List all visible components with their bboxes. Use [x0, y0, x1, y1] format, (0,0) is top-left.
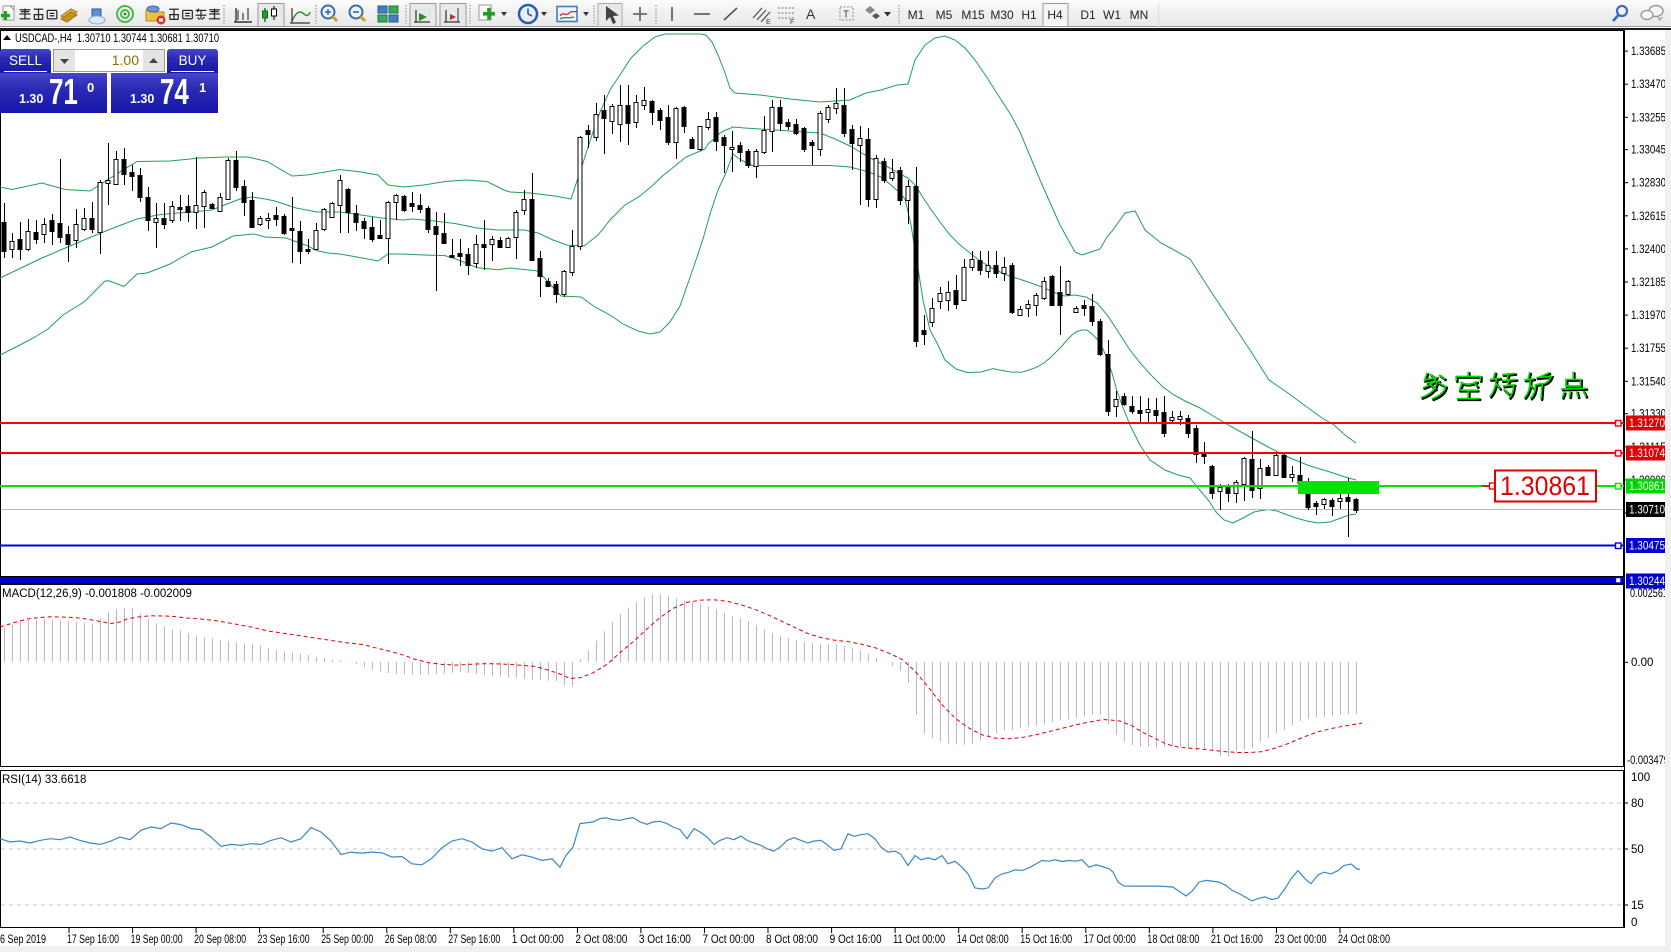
svg-text:100: 100 [1631, 772, 1650, 784]
svg-text:0: 0 [1631, 917, 1637, 929]
svg-text:25 Sep 00:00: 25 Sep 00:00 [321, 934, 373, 946]
svg-text:1.30861: 1.30861 [1500, 471, 1590, 501]
svg-text:17 Sep 16:00: 17 Sep 16:00 [67, 934, 119, 946]
svg-text:7 Oct 00:00: 7 Oct 00:00 [703, 934, 755, 946]
svg-text:A: A [806, 6, 816, 22]
svg-text:H4: H4 [1047, 8, 1063, 22]
svg-text:MN: MN [1130, 8, 1149, 22]
svg-text:1.32400: 1.32400 [1631, 244, 1666, 256]
svg-text:2 Oct 08:00: 2 Oct 08:00 [575, 934, 627, 946]
svg-text:M30: M30 [990, 8, 1014, 22]
svg-text:MACD(12,26,9) -0.001808 -0.002: MACD(12,26,9) -0.001808 -0.002009 [2, 588, 192, 600]
svg-text:-0.003479: -0.003479 [1627, 755, 1669, 767]
svg-text:1 Oct 00:00: 1 Oct 00:00 [512, 934, 564, 946]
svg-text:9 Oct 16:00: 9 Oct 16:00 [830, 934, 882, 946]
svg-text:15: 15 [1631, 900, 1644, 912]
svg-text:0.002561: 0.002561 [1630, 588, 1668, 600]
svg-text:20 Sep 08:00: 20 Sep 08:00 [194, 934, 246, 946]
svg-text:27 Sep 16:00: 27 Sep 16:00 [448, 934, 500, 946]
svg-text:F: F [790, 19, 794, 26]
svg-text:USDCAD-,H4 1.30710 1.30744 1.: USDCAD-,H4 1.30710 1.30744 1.30681 1.307… [15, 31, 219, 45]
svg-text:23 Oct 00:00: 23 Oct 00:00 [1275, 934, 1327, 946]
svg-text:1.31074: 1.31074 [1629, 448, 1666, 460]
svg-text:1.30861: 1.30861 [1629, 481, 1665, 493]
svg-text:1.31540: 1.31540 [1631, 376, 1666, 388]
svg-text:1.31270: 1.31270 [1629, 418, 1665, 430]
svg-text:1.31970: 1.31970 [1631, 310, 1666, 322]
svg-text:1.33470: 1.33470 [1631, 79, 1666, 91]
svg-text:1.32830: 1.32830 [1631, 178, 1666, 190]
svg-text:18 Oct 08:00: 18 Oct 08:00 [1147, 934, 1199, 946]
svg-text:26 Sep 08:00: 26 Sep 08:00 [385, 934, 437, 946]
svg-text:E: E [766, 19, 771, 26]
svg-text:1.31755: 1.31755 [1631, 343, 1666, 355]
svg-text:1.33255: 1.33255 [1631, 112, 1666, 124]
svg-text:T: T [843, 10, 849, 21]
svg-text:21 Oct 16:00: 21 Oct 16:00 [1211, 934, 1263, 946]
svg-text:19 Sep 00:00: 19 Sep 00:00 [131, 934, 183, 946]
svg-text:17 Oct 00:00: 17 Oct 00:00 [1084, 934, 1136, 946]
svg-text:M1: M1 [908, 8, 925, 22]
svg-text:M15: M15 [961, 8, 985, 22]
svg-text:1.32615: 1.32615 [1631, 211, 1666, 223]
svg-text:1.33045: 1.33045 [1631, 145, 1666, 157]
svg-text:1.30244: 1.30244 [1629, 576, 1666, 588]
svg-text:14 Oct 08:00: 14 Oct 08:00 [957, 934, 1009, 946]
svg-text:50: 50 [1631, 844, 1644, 856]
svg-text:H1: H1 [1021, 8, 1037, 22]
svg-text:6 Sep 2019: 6 Sep 2019 [0, 934, 46, 946]
svg-text:0.00: 0.00 [1631, 657, 1653, 669]
svg-text:1.30710: 1.30710 [1629, 505, 1665, 517]
svg-text:1.30475: 1.30475 [1629, 541, 1665, 553]
svg-text:1.33685: 1.33685 [1631, 46, 1666, 58]
svg-text:RSI(14) 33.6618: RSI(14) 33.6618 [2, 774, 86, 786]
svg-text:1.32185: 1.32185 [1631, 277, 1666, 289]
svg-text:W1: W1 [1103, 8, 1121, 22]
svg-text:80: 80 [1631, 798, 1644, 810]
svg-text:23 Sep 16:00: 23 Sep 16:00 [258, 934, 310, 946]
svg-text:15 Oct 16:00: 15 Oct 16:00 [1020, 934, 1072, 946]
svg-text:24 Oct 08:00: 24 Oct 08:00 [1338, 934, 1390, 946]
svg-text:M5: M5 [936, 8, 953, 22]
svg-text:3 Oct 16:00: 3 Oct 16:00 [639, 934, 691, 946]
svg-text:D1: D1 [1080, 8, 1096, 22]
svg-text:8 Oct 08:00: 8 Oct 08:00 [766, 934, 818, 946]
svg-text:11 Oct 00:00: 11 Oct 00:00 [893, 934, 945, 946]
